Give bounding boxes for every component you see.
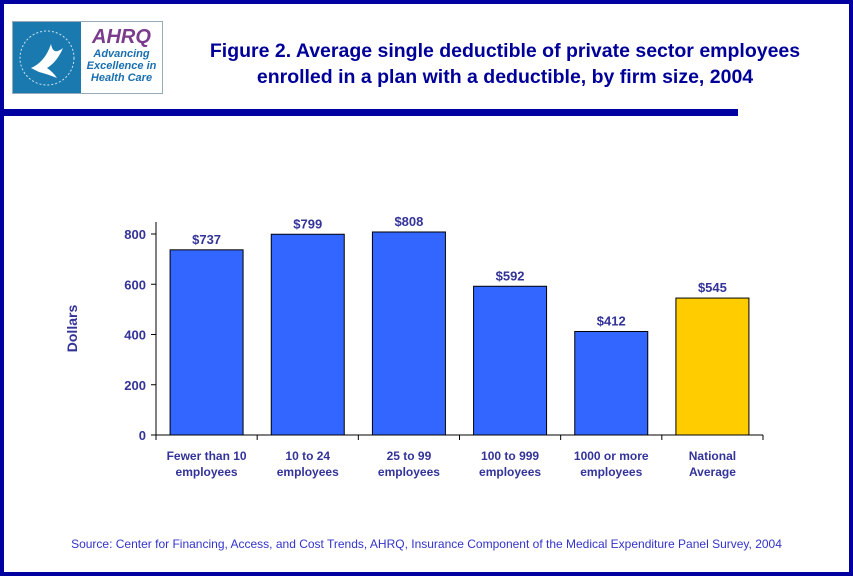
x-tick-label: employees	[277, 465, 339, 479]
source-note: Source: Center for Financing, Access, an…	[71, 537, 782, 551]
x-tick-label: 100 to 999	[481, 449, 539, 463]
y-axis-label: Dollars	[64, 305, 80, 353]
chart-title: Figure 2. Average single deductible of p…	[209, 40, 801, 88]
x-tick-label: 25 to 99	[387, 449, 432, 463]
x-tick-label: 10 to 24	[285, 449, 330, 463]
bar	[270, 233, 345, 436]
y-tick-label: 200	[124, 378, 146, 393]
data-label: $808	[394, 214, 423, 229]
hhs-eagle-seal-icon	[13, 22, 81, 93]
x-tick-label: employees	[378, 465, 440, 479]
data-label: $592	[496, 268, 525, 283]
header-divider	[0, 109, 738, 116]
bar	[473, 285, 548, 436]
x-tick-label: employees	[176, 465, 238, 479]
data-label: $545	[698, 280, 727, 295]
bar	[574, 330, 649, 436]
y-tick-label: 600	[124, 277, 146, 292]
x-tick-label: employees	[580, 465, 642, 479]
x-tick-label: Fewer than 10	[167, 449, 247, 463]
x-tick-label: 1000 or more	[574, 449, 649, 463]
x-tick-label: National	[689, 449, 736, 463]
x-tick-label: employees	[479, 465, 541, 479]
y-tick-label: 800	[124, 227, 146, 242]
bar	[169, 249, 244, 436]
ahrq-logo: AHRQ Advancing Excellence in Health Care	[12, 21, 163, 94]
data-label: $412	[597, 313, 626, 328]
bar	[371, 231, 446, 436]
y-tick-label: 400	[124, 328, 146, 343]
y-tick-label: 0	[139, 428, 146, 443]
bar	[675, 297, 750, 436]
data-label: $737	[192, 232, 221, 247]
x-tick-label: Average	[689, 465, 736, 479]
data-label: $799	[293, 216, 322, 231]
